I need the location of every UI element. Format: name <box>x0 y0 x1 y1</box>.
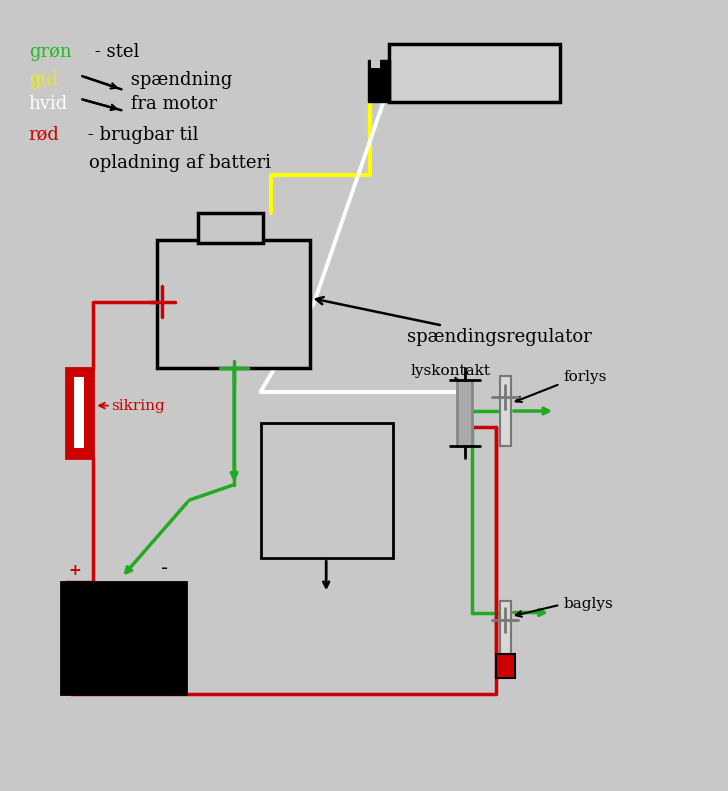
Text: baglys: baglys <box>563 597 614 611</box>
Text: spændingsregulator: spændingsregulator <box>316 297 592 346</box>
Text: opladning af batteri: opladning af batteri <box>90 153 272 172</box>
Text: sikring: sikring <box>111 399 165 413</box>
Text: forlys: forlys <box>563 370 607 384</box>
Text: +: + <box>68 562 81 577</box>
Bar <box>389 44 561 103</box>
Text: gul: gul <box>28 71 58 89</box>
Bar <box>66 369 93 457</box>
Bar <box>496 653 515 679</box>
Text: kan bruges
til
elektriske
apparater: kan bruges til elektriske apparater <box>268 430 347 493</box>
Bar <box>61 581 186 694</box>
Text: lyskontakt: lyskontakt <box>411 365 491 378</box>
Bar <box>261 422 392 558</box>
Text: -: - <box>161 558 167 577</box>
Text: spændning: spændning <box>125 71 232 89</box>
Text: motor: motor <box>428 64 491 83</box>
Bar <box>368 60 390 103</box>
Bar <box>199 214 263 243</box>
Text: - brugbar til: - brugbar til <box>82 126 199 144</box>
Bar <box>74 377 84 448</box>
Text: rød: rød <box>28 126 60 144</box>
Text: fra motor: fra motor <box>125 95 217 113</box>
Bar <box>499 376 511 446</box>
Bar <box>499 601 511 655</box>
Text: - stel: - stel <box>90 43 140 61</box>
Text: hvid: hvid <box>28 95 68 113</box>
Bar <box>371 59 380 67</box>
Bar <box>157 240 311 369</box>
Bar <box>456 380 472 446</box>
Text: grøn: grøn <box>28 43 71 61</box>
